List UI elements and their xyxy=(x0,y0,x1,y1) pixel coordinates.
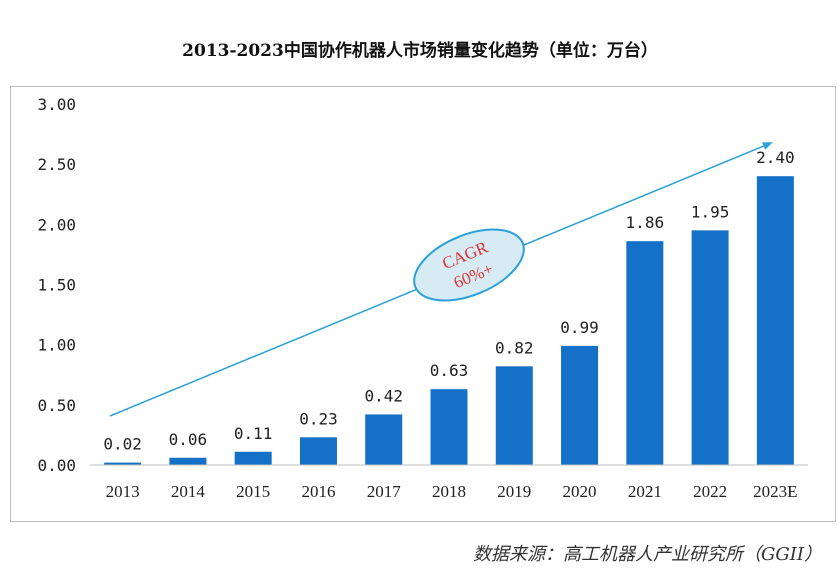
data-label: 0.99 xyxy=(560,318,599,337)
bar xyxy=(495,366,533,465)
x-tick-label: 2020 xyxy=(563,482,597,501)
x-tick-label: 2021 xyxy=(628,482,662,501)
y-tick-label: 0.00 xyxy=(37,456,76,475)
x-tick-label: 2015 xyxy=(236,482,270,501)
x-tick-label: 2014 xyxy=(171,482,206,501)
x-tick-label: 2013 xyxy=(106,482,140,501)
data-label: 0.82 xyxy=(495,338,534,357)
chart-title: 2013-2023中国协作机器人市场销量变化趋势（单位：万台） xyxy=(182,41,658,61)
data-label: 1.95 xyxy=(691,202,730,221)
y-tick-label: 3.00 xyxy=(37,95,76,114)
x-tick-label: 2017 xyxy=(367,482,402,501)
x-tick-label: 2023E xyxy=(753,482,797,501)
data-label: 2.40 xyxy=(756,148,795,167)
bar xyxy=(756,176,794,465)
x-axis: 2013 2014 2015 2016 2017 2018 2019 2020 2021 2022… xyxy=(90,464,808,501)
bar xyxy=(365,414,403,465)
data-source-note: 数据来源：高工机器人产业研究所（GGII） xyxy=(473,544,822,565)
data-label: 0.06 xyxy=(169,430,208,449)
x-tick-label: 2018 xyxy=(432,482,466,501)
bar xyxy=(299,437,337,465)
bar xyxy=(430,389,468,465)
x-tick-label: 2022 xyxy=(693,482,727,501)
bar xyxy=(626,241,664,465)
y-tick-label: 1.00 xyxy=(37,336,76,355)
data-label: 0.02 xyxy=(103,435,142,454)
y-tick-label: 2.00 xyxy=(37,215,76,234)
chart-frame xyxy=(10,86,836,522)
data-label: 0.23 xyxy=(299,409,338,428)
data-label: 0.42 xyxy=(364,386,403,405)
y-tick-label: 0.50 xyxy=(37,396,76,415)
data-label: 0.63 xyxy=(430,361,469,380)
data-labels-group: 0.02 0.06 0.11 0.23 0.42 0.63 0.82 0.99 1.86 1.95… xyxy=(103,148,794,453)
bar xyxy=(561,345,599,465)
y-tick-label: 2.50 xyxy=(37,155,76,174)
y-tick-label: 1.50 xyxy=(37,276,76,295)
bar xyxy=(104,462,142,465)
data-label: 1.86 xyxy=(626,213,665,232)
x-tick-label: 2016 xyxy=(301,482,335,501)
bar xyxy=(169,457,207,465)
x-tick-label: 2019 xyxy=(497,482,531,501)
bar xyxy=(234,451,272,465)
data-label: 0.11 xyxy=(234,424,273,443)
bar xyxy=(691,230,729,465)
bars-group xyxy=(104,176,794,465)
y-axis: 0.00 0.50 1.00 1.50 2.00 2.50 3.00 xyxy=(37,95,76,475)
cagr-ellipse xyxy=(413,228,525,302)
